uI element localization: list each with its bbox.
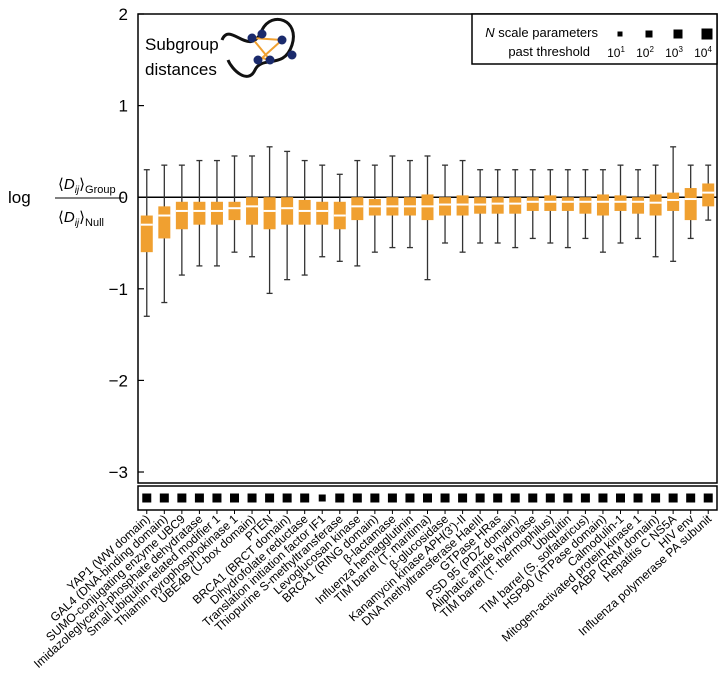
annotation: distances (145, 60, 217, 79)
box (316, 202, 328, 225)
size-square (563, 494, 572, 503)
box (193, 202, 205, 225)
legend-exponent: 2 (649, 45, 654, 54)
size-square (511, 494, 520, 503)
size-square (441, 494, 450, 503)
size-square (142, 494, 151, 503)
size-square (686, 494, 695, 503)
box (246, 197, 258, 224)
size-square (265, 494, 274, 503)
legend-square (674, 30, 683, 39)
size-square (388, 494, 397, 503)
box (176, 202, 188, 229)
size-square (230, 494, 239, 503)
box (527, 197, 539, 211)
size-square (546, 494, 555, 503)
y-tick-label: −1 (109, 280, 128, 299)
legend-square (618, 32, 623, 37)
size-square (476, 494, 485, 503)
y-tick-label: 2 (119, 5, 128, 24)
legend-subtitle: past threshold (508, 44, 590, 59)
legend-exponent: 1 (620, 45, 625, 54)
y-label-denominator: ⟨Dij⟩Null (58, 209, 104, 229)
legend-exponent: 3 (678, 45, 683, 54)
legend-square (702, 29, 713, 40)
size-square (212, 494, 221, 503)
box (650, 194, 662, 215)
y-label-numerator: ⟨Dij⟩Group (58, 176, 116, 196)
box (562, 197, 574, 211)
size-square (405, 494, 414, 503)
box (544, 195, 556, 211)
size-square (283, 494, 292, 503)
y-tick-label: −2 (109, 371, 128, 390)
size-square (370, 494, 379, 503)
size-square (423, 494, 432, 503)
legend-base: 10 (665, 46, 679, 60)
size-square (651, 494, 660, 503)
y-label-sub: Null (85, 217, 104, 229)
y-tick-label: −3 (109, 463, 128, 482)
legend-title-text: scale parameters (498, 25, 598, 40)
box (351, 197, 363, 220)
legend-exponent: 4 (707, 45, 712, 54)
size-square (458, 494, 467, 503)
annotation: Subgroup (145, 35, 219, 54)
chart: Subgroup distances log ⟨Dij⟩Group ⟨Dij⟩Nu… (0, 0, 722, 695)
box (579, 197, 591, 213)
box (667, 193, 679, 211)
box (158, 206, 170, 238)
size-square (177, 494, 186, 503)
box (702, 183, 714, 206)
size-square (335, 494, 344, 503)
box (299, 200, 311, 225)
box (281, 197, 293, 224)
size-square (669, 494, 678, 503)
size-square (493, 494, 502, 503)
size-square (353, 494, 362, 503)
box (492, 197, 504, 213)
legend-base: 10 (694, 46, 708, 60)
legend-square (646, 31, 653, 38)
size-square (248, 494, 257, 503)
y-tick-label: 1 (119, 97, 128, 116)
size-square (528, 494, 537, 503)
box (264, 197, 276, 229)
box (509, 197, 521, 213)
box (141, 216, 153, 253)
size-square (319, 495, 326, 502)
size-square (598, 494, 607, 503)
size-square (616, 494, 625, 503)
box (685, 188, 697, 220)
size-square (704, 494, 713, 503)
size-square (160, 494, 169, 503)
y-tick-label: 0 (119, 188, 128, 207)
legend-base: 10 (636, 46, 650, 60)
legend-base: 10 (607, 46, 621, 60)
inset-icon (222, 19, 297, 76)
y-label-symbol: D (64, 209, 75, 226)
box (615, 195, 627, 211)
box (597, 194, 609, 215)
box (229, 202, 241, 220)
y-label-symbol: D (64, 176, 75, 193)
size-square (634, 494, 643, 503)
y-label-prefix: log (8, 188, 31, 207)
box (632, 197, 644, 213)
box (211, 202, 223, 225)
size-square (581, 494, 590, 503)
box (439, 197, 451, 215)
size-square (195, 494, 204, 503)
size-square (300, 494, 309, 503)
y-label-sub: Group (85, 184, 116, 196)
legend-title: N scale parameters (485, 25, 598, 40)
